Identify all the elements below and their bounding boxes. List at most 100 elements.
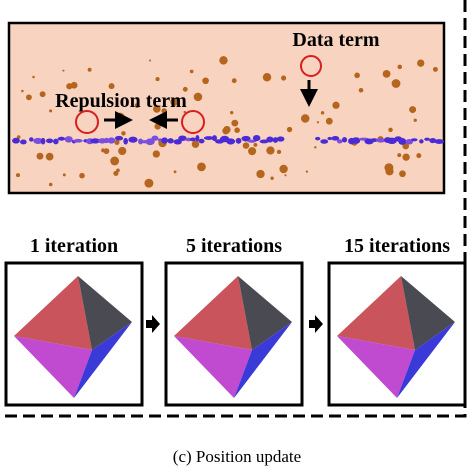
step-arrow: [146, 315, 160, 333]
sample-point: [315, 136, 321, 141]
data-point: [402, 153, 410, 161]
data-point: [48, 182, 53, 187]
data-point: [280, 75, 287, 81]
data-point: [191, 140, 200, 148]
sample-point: [266, 136, 274, 143]
face-bottom-right: [234, 322, 292, 398]
data-point: [153, 105, 161, 113]
sample-point: [331, 136, 340, 141]
data-point: [26, 94, 32, 101]
data-point: [231, 78, 237, 84]
sample-point: [341, 137, 348, 143]
sample-point: [405, 139, 413, 145]
data-point: [32, 75, 35, 79]
face-top-right: [78, 276, 132, 350]
data-point: [79, 172, 85, 179]
step-label: 1 iteration: [30, 235, 118, 257]
data-point: [399, 170, 406, 178]
data-point: [248, 147, 257, 156]
sample-point: [173, 139, 182, 145]
sample-point: [252, 134, 261, 142]
data-point: [417, 59, 425, 67]
sample-point: [195, 135, 200, 142]
sample-point: [198, 138, 205, 144]
highlight-circle: [75, 110, 99, 134]
sample-point: [259, 139, 269, 144]
sample-point: [33, 137, 43, 145]
data-point: [155, 77, 160, 82]
data-point: [113, 170, 119, 176]
data-point: [62, 173, 66, 177]
data-point: [110, 156, 120, 166]
data-point: [183, 110, 186, 114]
face-top-right: [401, 276, 455, 350]
face-bottom-left: [14, 336, 92, 398]
data-point: [262, 72, 272, 82]
data-point: [36, 152, 44, 160]
data-point: [270, 176, 274, 180]
data-point: [242, 142, 250, 149]
data-point: [108, 83, 115, 90]
caption: (c) Position update: [173, 447, 301, 466]
repulsion-panel: [7, 21, 446, 195]
sample-point: [419, 139, 424, 144]
iteration-row: 1 iteration 5 iterations 15 iterations: [4, 235, 467, 407]
data-point: [222, 127, 230, 135]
data-point: [266, 146, 275, 155]
face-top-left: [14, 276, 92, 350]
data-point: [279, 164, 288, 174]
data-point: [284, 174, 287, 177]
data-term-label: Data term: [292, 29, 380, 51]
data-point: [388, 127, 393, 133]
data-point: [219, 56, 228, 65]
sample-point: [103, 137, 110, 144]
sample-point: [424, 137, 430, 141]
sample-point: [226, 138, 236, 145]
data-point: [197, 162, 206, 172]
sample-point: [12, 137, 20, 144]
sample-point: [327, 136, 333, 141]
face-bottom-right: [74, 322, 132, 398]
sample-point: [336, 139, 343, 144]
highlight-circle: [181, 110, 205, 134]
data-point: [49, 109, 53, 113]
data-point: [114, 139, 120, 145]
data-point: [189, 69, 194, 74]
data-point: [144, 178, 154, 188]
sample-point: [272, 137, 279, 143]
data-point: [391, 79, 401, 88]
data-point: [193, 92, 203, 102]
face-top-left: [174, 276, 252, 350]
data-point: [305, 170, 309, 173]
repulsion-term-label: Repulsion term: [55, 90, 187, 112]
data-point: [116, 168, 120, 173]
dashed-border: [0, 0, 467, 418]
data-point: [21, 89, 24, 93]
data-point: [173, 170, 177, 174]
sample-point: [211, 135, 218, 142]
data-point: [16, 135, 21, 139]
data-point: [358, 87, 364, 93]
sample-point: [369, 138, 379, 143]
data-point: [121, 131, 126, 136]
sample-point: [46, 138, 54, 144]
sample-point: [64, 136, 73, 143]
sample-point: [90, 138, 101, 144]
sample-point: [320, 139, 329, 144]
sample-point: [189, 137, 196, 142]
data-point: [45, 152, 54, 161]
sample-point: [247, 139, 257, 143]
sample-point: [351, 137, 361, 144]
sample-point: [40, 137, 46, 145]
data-point: [149, 59, 152, 62]
sample-point: [410, 138, 418, 142]
data-point: [66, 83, 73, 90]
sample-point: [161, 137, 169, 144]
data-point: [301, 114, 310, 123]
sample-point: [203, 136, 214, 140]
data-point: [118, 146, 127, 156]
sample-point: [145, 138, 155, 146]
step-label: 5 iterations: [186, 235, 282, 257]
data-point: [397, 153, 402, 158]
